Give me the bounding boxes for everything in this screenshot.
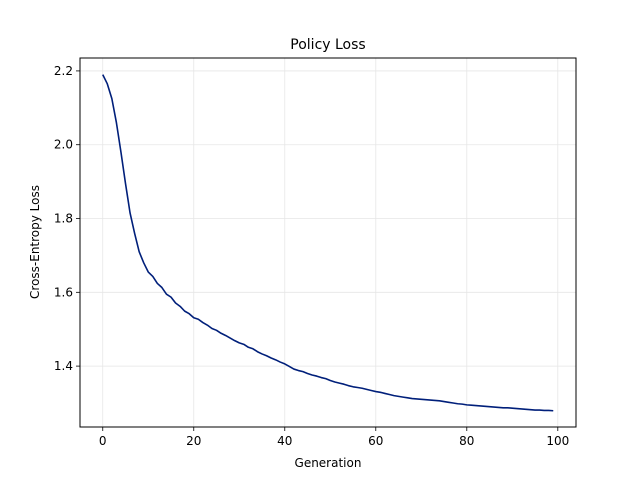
y-tick-label: 1.6 [54, 285, 73, 299]
series-group [102, 74, 554, 412]
x-tick-label: 0 [99, 434, 107, 448]
x-tick-label: 60 [368, 434, 383, 448]
x-axis-ticks: 0 20 40 60 80 100 [99, 427, 569, 448]
y-axis-ticks: 1.4 1.6 1.8 2.0 2.2 [54, 64, 80, 373]
x-axis-label: Generation [295, 456, 362, 470]
y-tick-label: 1.8 [54, 212, 73, 226]
series-line [102, 74, 554, 412]
y-axis-label: Cross-Entropy Loss [28, 185, 42, 299]
y-tick-label: 2.0 [54, 138, 73, 152]
x-tick-label: 40 [277, 434, 292, 448]
y-tick-label: 2.2 [54, 64, 73, 78]
plot-frame [79, 57, 577, 428]
chart-title: Policy Loss [290, 37, 365, 53]
grid-lines [80, 58, 576, 427]
x-tick-label: 100 [546, 434, 569, 448]
y-tick-label: 1.4 [54, 359, 73, 373]
x-tick-label: 80 [459, 434, 474, 448]
x-tick-label: 20 [186, 434, 201, 448]
